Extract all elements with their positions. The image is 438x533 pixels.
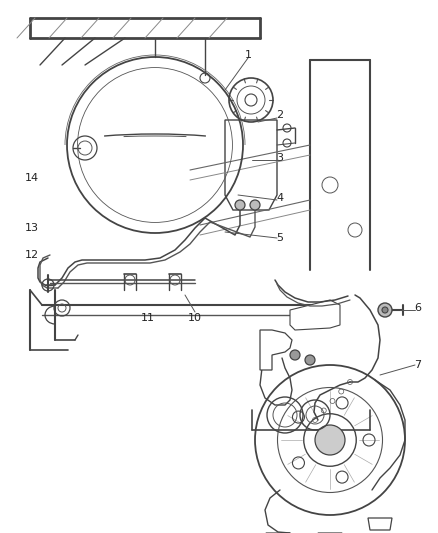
Text: 1: 1 — [244, 50, 251, 60]
Polygon shape — [290, 300, 340, 330]
Circle shape — [305, 355, 315, 365]
Text: 2: 2 — [276, 110, 283, 120]
Polygon shape — [368, 518, 392, 530]
Text: 3: 3 — [276, 153, 283, 163]
Text: 6: 6 — [414, 303, 421, 313]
Text: 11: 11 — [141, 313, 155, 323]
Circle shape — [235, 200, 245, 210]
Text: 14: 14 — [25, 173, 39, 183]
Circle shape — [250, 200, 260, 210]
Text: 4: 4 — [276, 193, 283, 203]
Text: 13: 13 — [25, 223, 39, 233]
Circle shape — [382, 307, 388, 313]
Circle shape — [315, 425, 345, 455]
Text: 12: 12 — [25, 250, 39, 260]
Text: 5: 5 — [276, 233, 283, 243]
Polygon shape — [260, 330, 292, 370]
Text: 7: 7 — [414, 360, 421, 370]
Circle shape — [378, 303, 392, 317]
Text: 10: 10 — [188, 313, 202, 323]
Circle shape — [290, 350, 300, 360]
